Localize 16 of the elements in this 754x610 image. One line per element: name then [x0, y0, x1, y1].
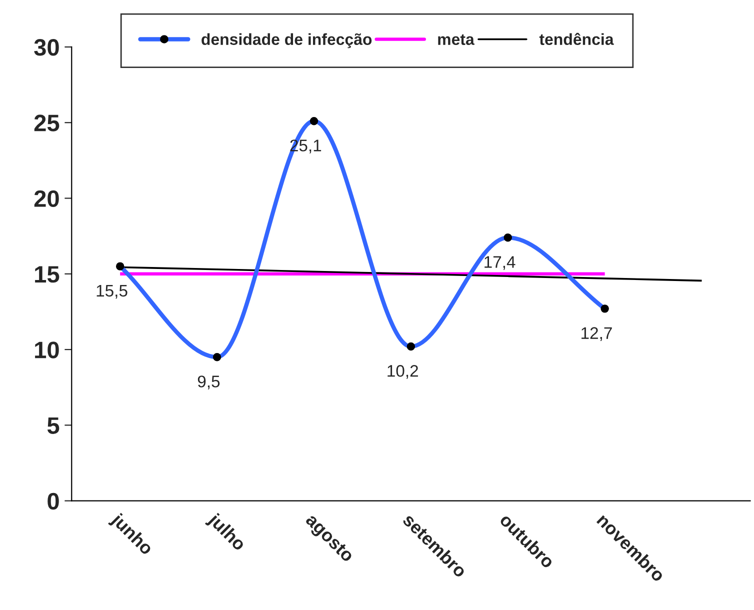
legend-label: meta [438, 34, 474, 45]
legend-label: densidade de infecção [202, 33, 372, 48]
data-label: 9,5 [198, 376, 220, 390]
y-tick-label: 15 [35, 266, 60, 283]
data-label: 12,7 [582, 327, 612, 341]
y-tick-label: 10 [35, 342, 59, 358]
data-label: 17,4 [484, 256, 516, 270]
y-tick-label: 5 [47, 417, 60, 434]
legend-label: tendência [539, 32, 614, 45]
y-tick-label: 25 [34, 114, 60, 132]
data-label: 15,5 [96, 284, 128, 299]
y-tick-label: 30 [34, 39, 59, 56]
data-label: 10,2 [388, 365, 418, 379]
point [116, 262, 124, 270]
y-tick-label: 0 [48, 492, 59, 510]
y-tick-label: 20 [34, 190, 59, 208]
